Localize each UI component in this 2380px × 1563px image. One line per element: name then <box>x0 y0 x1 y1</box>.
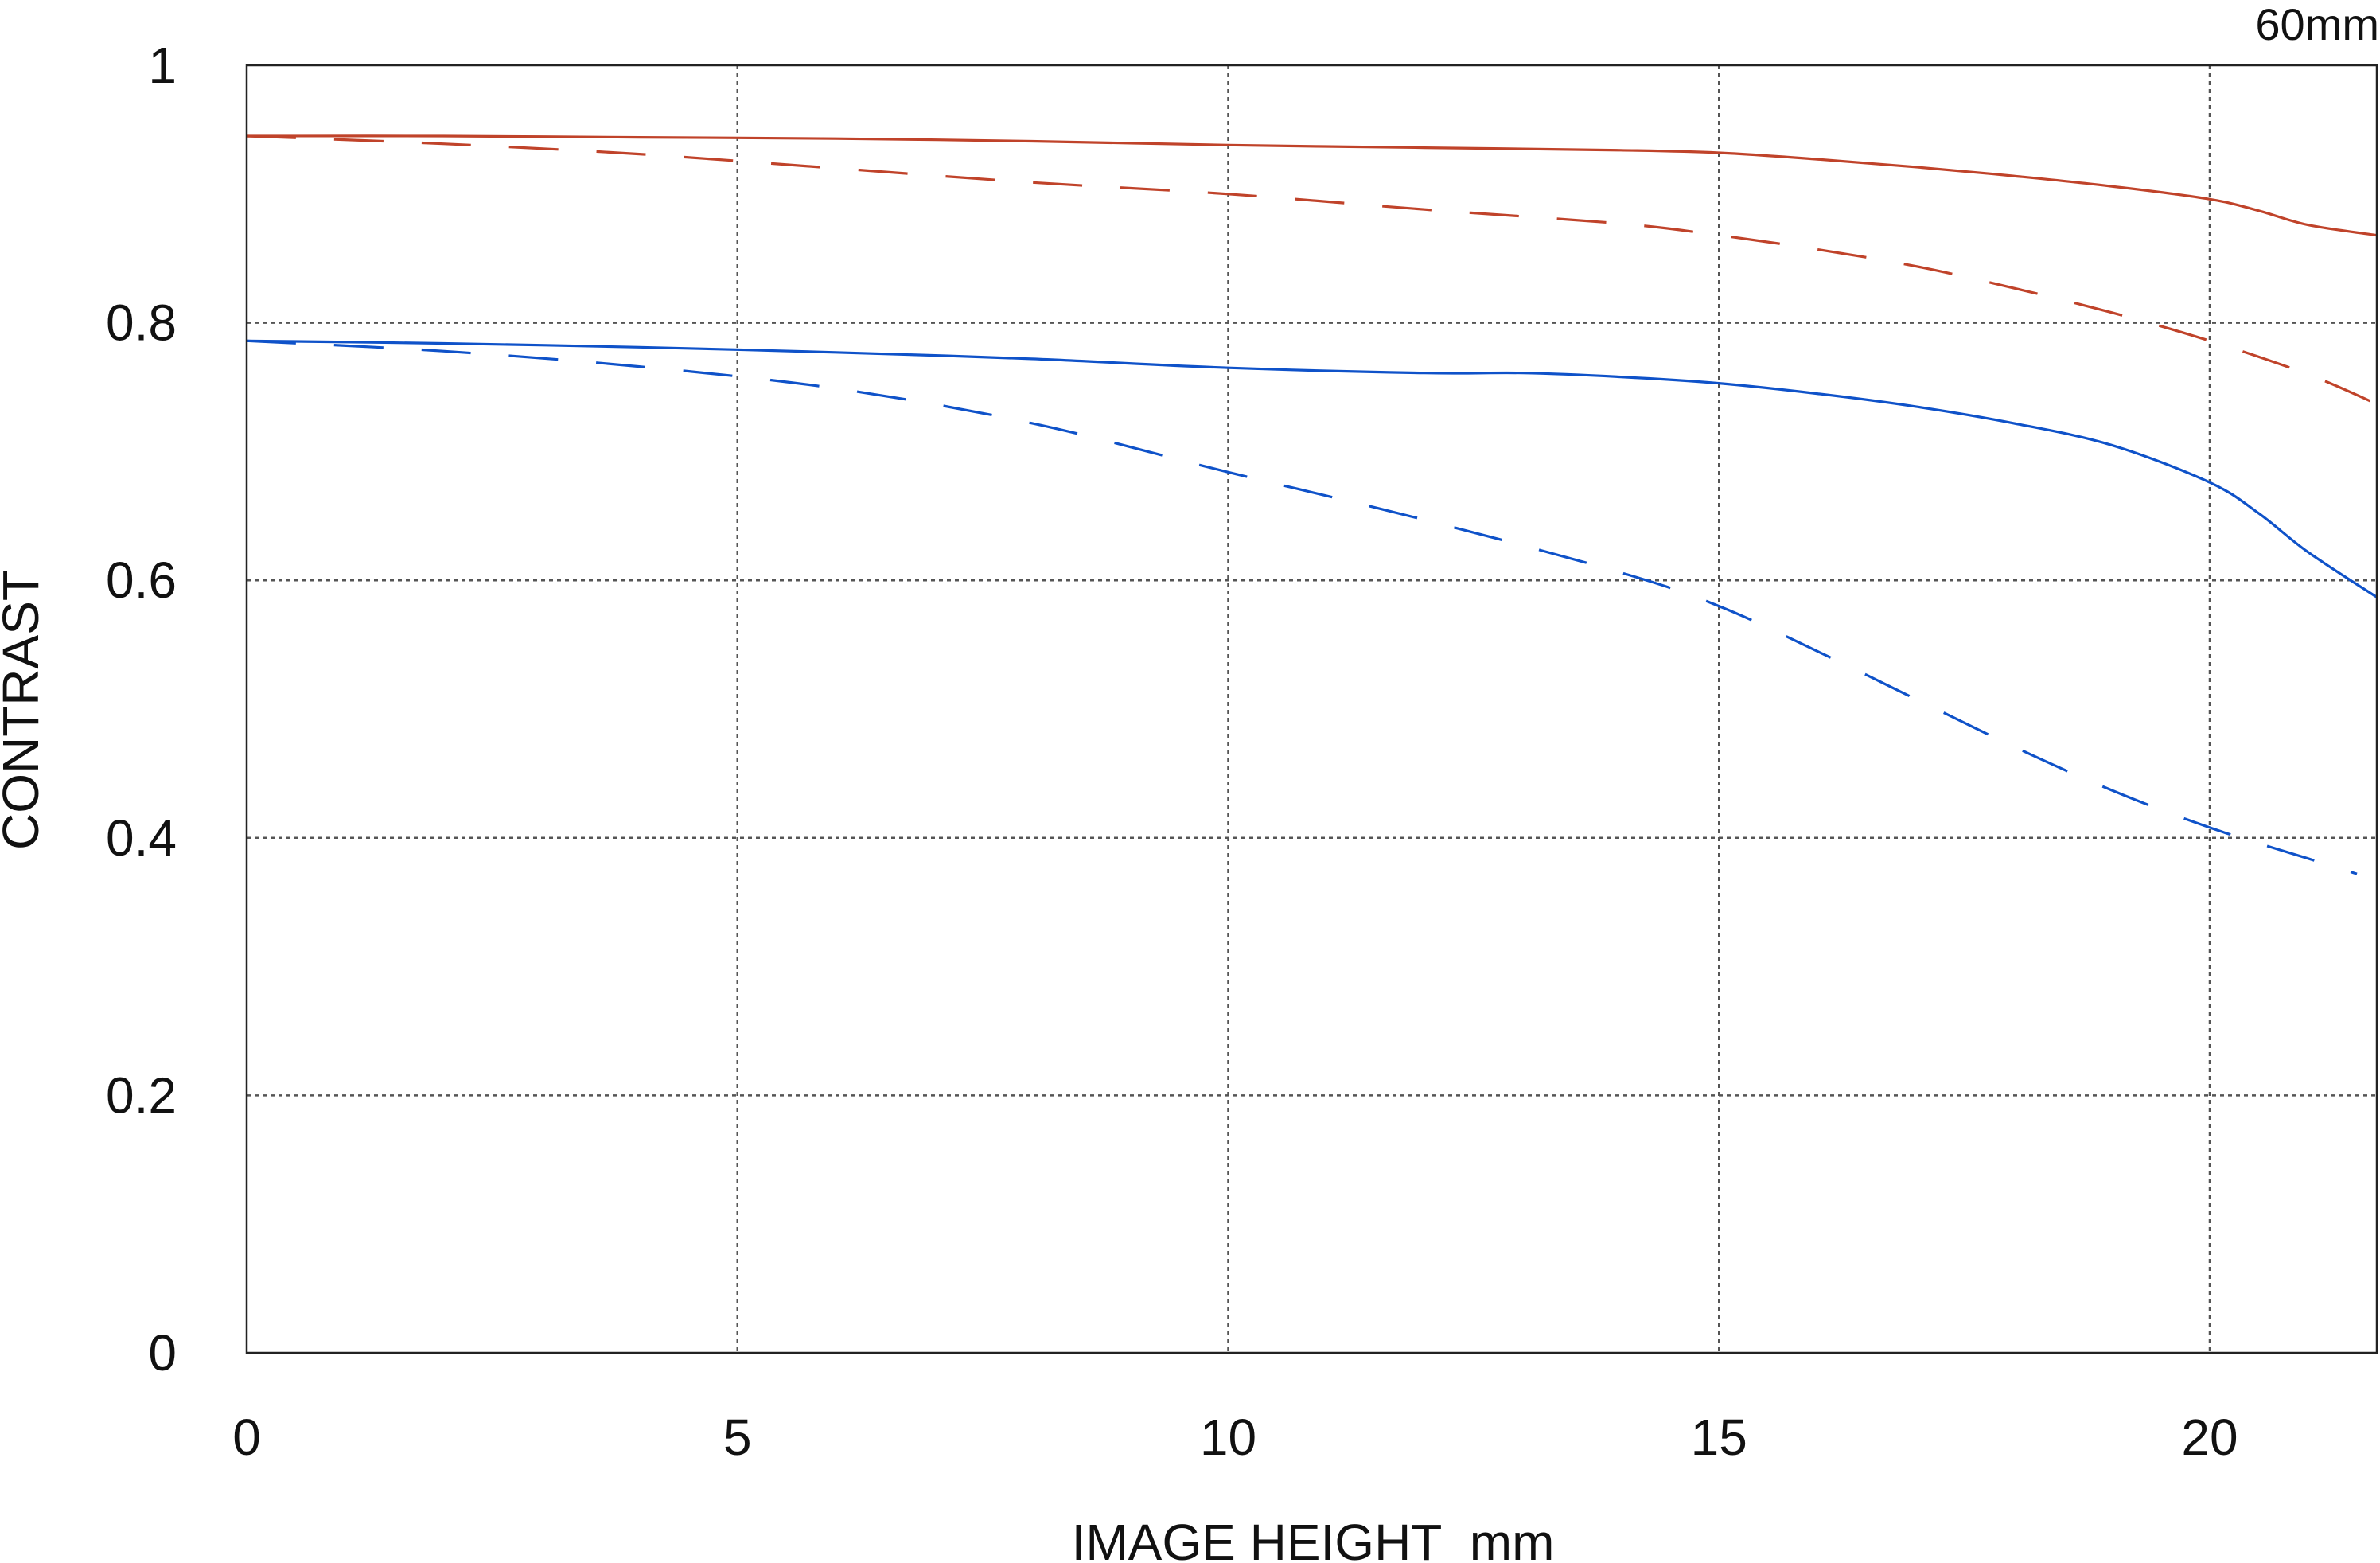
y-tick-labels: 0 0.2 0.4 0.6 0.8 1 <box>106 37 177 1382</box>
y-tick-label: 0.4 <box>106 809 177 867</box>
y-axis-title: CONTRAST <box>0 570 49 850</box>
y-tick-label: 0 <box>148 1324 177 1382</box>
series-lines <box>246 134 2378 875</box>
x-tick-labels: 0 5 10 15 20 <box>232 1409 2238 1466</box>
y-tick-label: 0.6 <box>106 552 177 609</box>
x-tick-label: 15 <box>1691 1409 1747 1466</box>
x-axis-title: IMAGE HEIGHT mm <box>1072 1514 1555 1563</box>
series-line-red-solid <box>246 134 2377 237</box>
x-tick-label: 20 <box>2181 1409 2238 1466</box>
y-tick-label: 1 <box>148 37 177 94</box>
y-tick-label: 0.8 <box>106 294 177 352</box>
x-tick-label: 10 <box>1200 1409 1256 1466</box>
grid-lines <box>247 65 2377 1353</box>
series-line-blue-dashed <box>246 339 2358 875</box>
x-tick-label: 0 <box>232 1409 261 1466</box>
plot-frame <box>245 64 2378 1354</box>
series-line-blue-solid <box>246 339 2378 598</box>
x-tick-label: 5 <box>723 1409 752 1466</box>
series-line-red-dashed <box>246 134 2378 405</box>
focal-length-label: 60mm <box>2255 0 2379 49</box>
y-tick-label: 0.2 <box>106 1066 177 1124</box>
